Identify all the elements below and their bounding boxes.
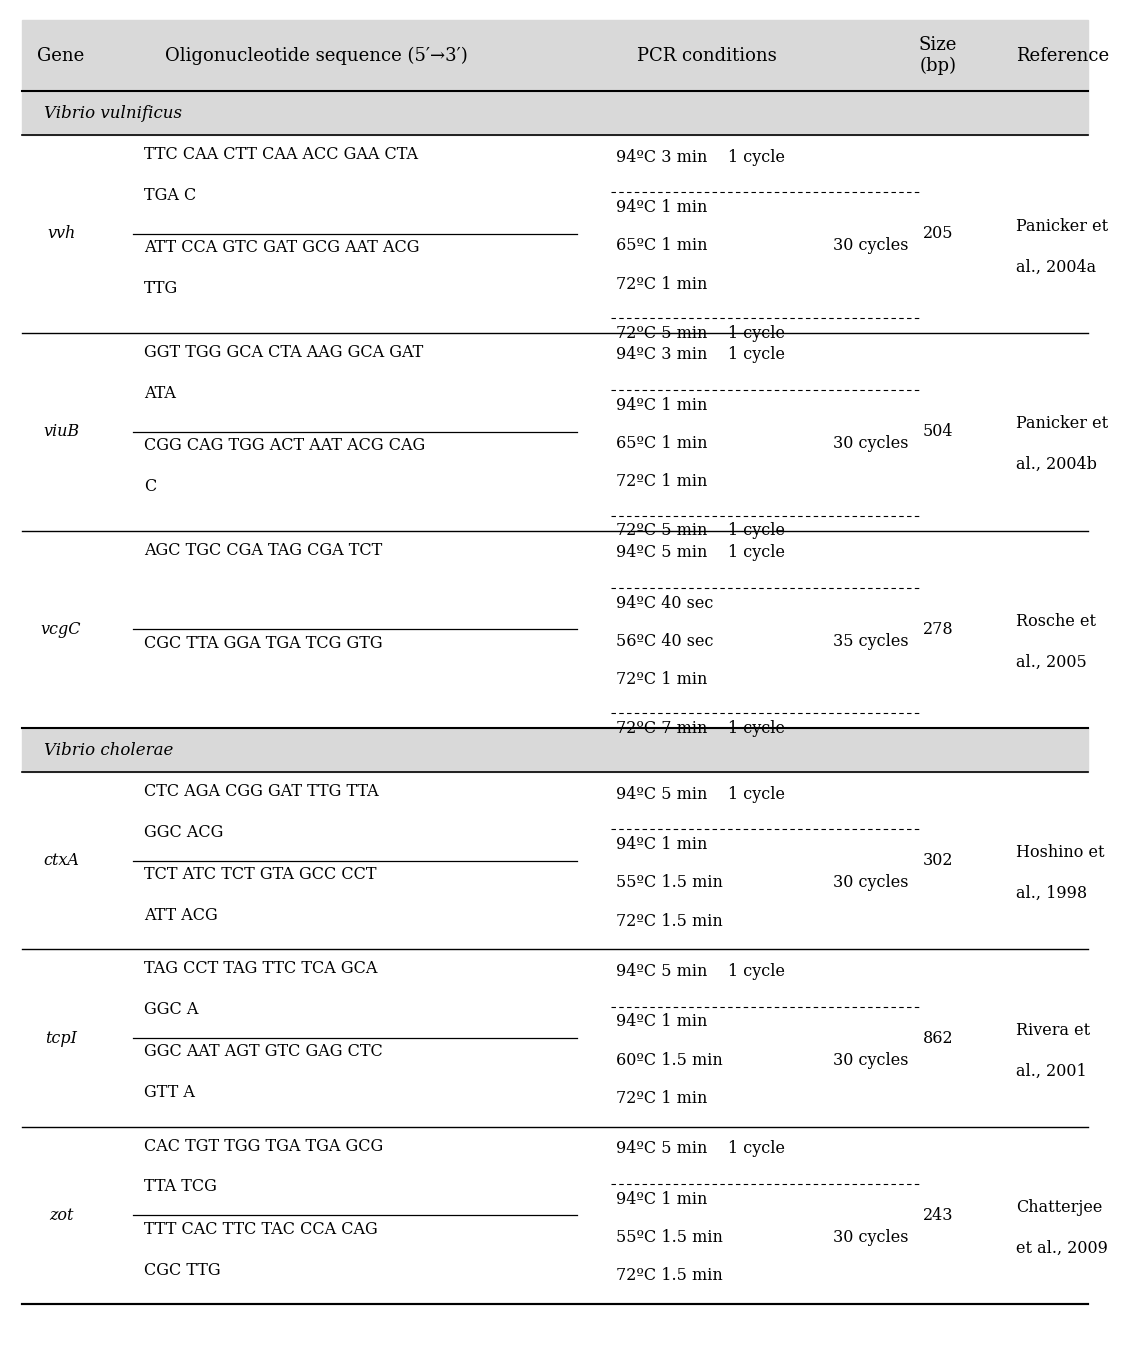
Text: Panicker et: Panicker et xyxy=(1016,416,1108,432)
Text: ATT ACG: ATT ACG xyxy=(145,907,218,923)
Text: 55ºC 1.5 min: 55ºC 1.5 min xyxy=(616,1229,723,1245)
Text: 72ºC 5 min    1 cycle: 72ºC 5 min 1 cycle xyxy=(616,522,785,539)
Text: Size
(bp): Size (bp) xyxy=(919,37,957,75)
Text: TCT ATC TCT GTA GCC CCT: TCT ATC TCT GTA GCC CCT xyxy=(145,866,377,883)
Text: tcpI: tcpI xyxy=(45,1030,77,1046)
Text: Rosche et: Rosche et xyxy=(1016,614,1096,630)
Text: 65ºC 1 min: 65ºC 1 min xyxy=(616,237,708,254)
Text: 72ºC 1 min: 72ºC 1 min xyxy=(616,276,708,292)
Text: al., 2004a: al., 2004a xyxy=(1016,259,1096,276)
Bar xyxy=(23,20,1088,91)
Text: GGC A: GGC A xyxy=(145,1001,199,1018)
Text: Gene: Gene xyxy=(37,46,85,65)
Text: C: C xyxy=(145,479,157,495)
Text: 30 cycles: 30 cycles xyxy=(833,237,908,254)
Text: CAC TGT TGG TGA TGA GCG: CAC TGT TGG TGA TGA GCG xyxy=(145,1138,384,1154)
Text: 94ºC 3 min    1 cycle: 94ºC 3 min 1 cycle xyxy=(616,149,785,165)
Text: 72ºC 1 min: 72ºC 1 min xyxy=(616,1090,708,1106)
Text: 278: 278 xyxy=(922,621,954,638)
Text: GGC AAT AGT GTC GAG CTC: GGC AAT AGT GTC GAG CTC xyxy=(145,1043,383,1060)
Text: 56ºC 40 sec: 56ºC 40 sec xyxy=(616,633,714,649)
Text: 30 cycles: 30 cycles xyxy=(833,1229,908,1245)
Text: 94ºC 1 min: 94ºC 1 min xyxy=(616,1013,708,1030)
Text: TGA C: TGA C xyxy=(145,187,196,203)
Text: 302: 302 xyxy=(922,852,953,869)
Text: et al., 2009: et al., 2009 xyxy=(1016,1240,1108,1256)
Text: GGT TGG GCA CTA AAG GCA GAT: GGT TGG GCA CTA AAG GCA GAT xyxy=(145,344,423,360)
Text: 94ºC 1 min: 94ºC 1 min xyxy=(616,397,708,413)
Text: 94ºC 1 min: 94ºC 1 min xyxy=(616,836,708,852)
Text: TTA TCG: TTA TCG xyxy=(145,1178,217,1195)
Text: 504: 504 xyxy=(922,423,953,441)
Text: 72ºC 1.5 min: 72ºC 1.5 min xyxy=(616,1267,723,1284)
Text: 94ºC 5 min    1 cycle: 94ºC 5 min 1 cycle xyxy=(616,1140,785,1157)
Text: al., 2001: al., 2001 xyxy=(1016,1063,1086,1079)
Text: 94ºC 1 min: 94ºC 1 min xyxy=(616,1191,708,1207)
Text: Vibrio vulnificus: Vibrio vulnificus xyxy=(44,105,183,121)
Text: vvh: vvh xyxy=(47,225,76,243)
Text: GGC ACG: GGC ACG xyxy=(145,824,224,840)
Text: Vibrio cholerae: Vibrio cholerae xyxy=(44,742,174,758)
Text: ATT CCA GTC GAT GCG AAT ACG: ATT CCA GTC GAT GCG AAT ACG xyxy=(145,240,420,256)
Text: 94ºC 5 min    1 cycle: 94ºC 5 min 1 cycle xyxy=(616,544,785,561)
Text: 94ºC 40 sec: 94ºC 40 sec xyxy=(616,595,714,611)
Text: al., 1998: al., 1998 xyxy=(1016,885,1087,902)
Text: 94ºC 3 min    1 cycle: 94ºC 3 min 1 cycle xyxy=(616,346,785,363)
Text: TTT CAC TTC TAC CCA CAG: TTT CAC TTC TAC CCA CAG xyxy=(145,1221,378,1237)
Text: 55ºC 1.5 min: 55ºC 1.5 min xyxy=(616,874,723,891)
Text: 243: 243 xyxy=(922,1207,953,1224)
Text: Chatterjee: Chatterjee xyxy=(1016,1199,1102,1215)
Text: AGC TGC CGA TAG CGA TCT: AGC TGC CGA TAG CGA TCT xyxy=(145,542,383,558)
Text: al., 2005: al., 2005 xyxy=(1016,655,1086,671)
Text: ATA: ATA xyxy=(145,385,176,401)
Text: CTC AGA CGG GAT TTG TTA: CTC AGA CGG GAT TTG TTA xyxy=(145,783,379,799)
Text: 94ºC 1 min: 94ºC 1 min xyxy=(616,199,708,216)
Text: TAG CCT TAG TTC TCA GCA: TAG CCT TAG TTC TCA GCA xyxy=(145,960,378,977)
Text: 60ºC 1.5 min: 60ºC 1.5 min xyxy=(616,1052,723,1068)
Bar xyxy=(23,728,1088,772)
Text: CGG CAG TGG ACT AAT ACG CAG: CGG CAG TGG ACT AAT ACG CAG xyxy=(145,438,426,454)
Text: Oligonucleotide sequence (5′→3′): Oligonucleotide sequence (5′→3′) xyxy=(165,46,467,65)
Text: viuB: viuB xyxy=(43,423,79,441)
Text: TTG: TTG xyxy=(145,281,178,297)
Text: 65ºC 1 min: 65ºC 1 min xyxy=(616,435,708,451)
Text: PCR conditions: PCR conditions xyxy=(638,46,777,65)
Text: 862: 862 xyxy=(922,1030,954,1046)
Text: 94ºC 5 min    1 cycle: 94ºC 5 min 1 cycle xyxy=(616,786,785,802)
Text: 30 cycles: 30 cycles xyxy=(833,874,908,891)
Text: Rivera et: Rivera et xyxy=(1016,1022,1089,1038)
Text: Panicker et: Panicker et xyxy=(1016,218,1108,235)
Text: vcgC: vcgC xyxy=(41,621,81,638)
Text: ctxA: ctxA xyxy=(43,852,79,869)
Text: zot: zot xyxy=(49,1207,73,1224)
Text: 94ºC 5 min    1 cycle: 94ºC 5 min 1 cycle xyxy=(616,963,785,979)
Text: 72ºC 7 min    1 cycle: 72ºC 7 min 1 cycle xyxy=(616,720,785,737)
Text: CGC TTA GGA TGA TCG GTG: CGC TTA GGA TGA TCG GTG xyxy=(145,636,383,652)
Text: 72ºC 5 min    1 cycle: 72ºC 5 min 1 cycle xyxy=(616,325,785,341)
Bar xyxy=(23,91,1088,135)
Text: 205: 205 xyxy=(922,225,953,243)
Text: 72ºC 1 min: 72ºC 1 min xyxy=(616,473,708,490)
Text: 30 cycles: 30 cycles xyxy=(833,1052,908,1068)
Text: 72ºC 1 min: 72ºC 1 min xyxy=(616,671,708,687)
Text: 35 cycles: 35 cycles xyxy=(833,633,909,649)
Text: TTC CAA CTT CAA ACC GAA CTA: TTC CAA CTT CAA ACC GAA CTA xyxy=(145,146,419,162)
Text: al., 2004b: al., 2004b xyxy=(1016,457,1096,473)
Text: 30 cycles: 30 cycles xyxy=(833,435,908,451)
Text: CGC TTG: CGC TTG xyxy=(145,1262,221,1278)
Text: Hoshino et: Hoshino et xyxy=(1016,844,1104,861)
Text: Reference: Reference xyxy=(1016,46,1109,65)
Text: GTT A: GTT A xyxy=(145,1084,195,1101)
Text: 72ºC 1.5 min: 72ºC 1.5 min xyxy=(616,913,723,929)
